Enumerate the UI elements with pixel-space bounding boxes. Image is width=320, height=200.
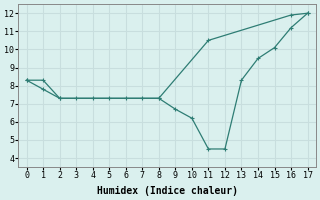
X-axis label: Humidex (Indice chaleur): Humidex (Indice chaleur) (97, 186, 237, 196)
